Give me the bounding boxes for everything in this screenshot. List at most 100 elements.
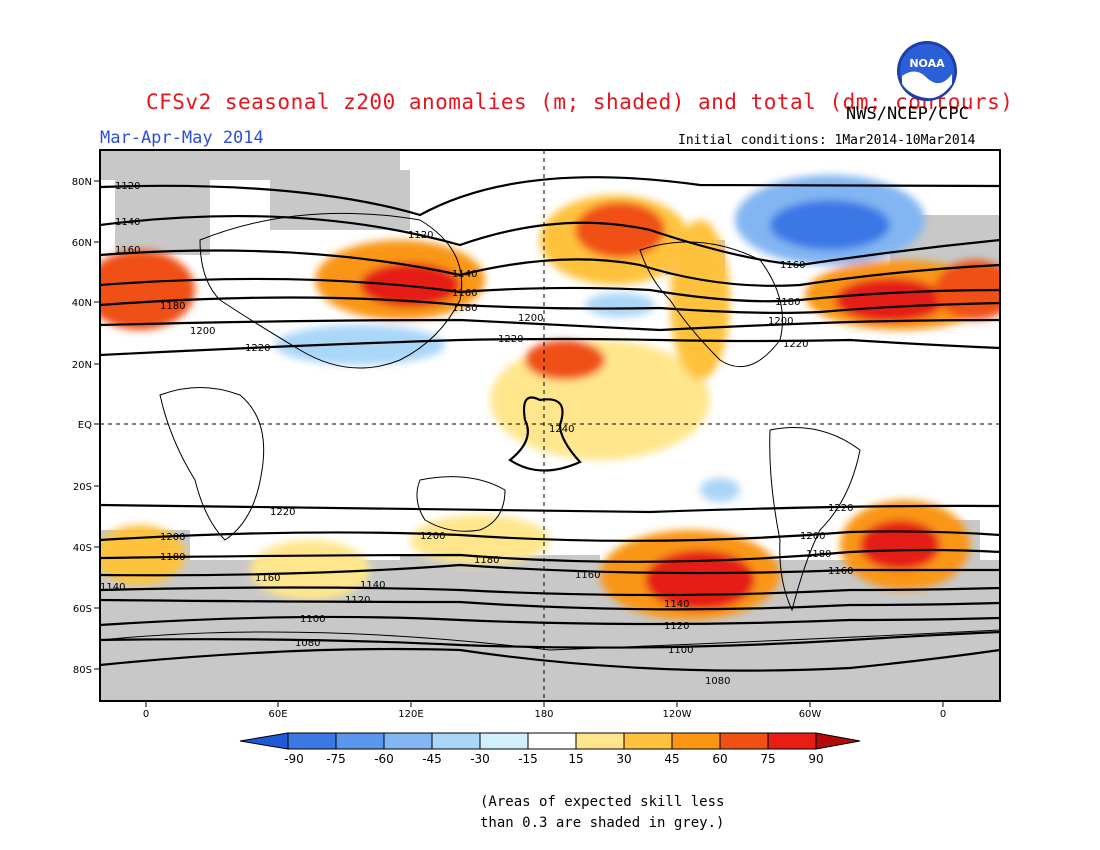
contour-label: 1200: [160, 532, 185, 543]
coastline-south-america: [769, 427, 861, 612]
contour-label: 1220: [498, 334, 523, 345]
contour-label: 1140: [115, 217, 140, 228]
anomaly-shading: [100, 175, 1000, 620]
footnote-line: (Areas of expected skill less: [480, 794, 725, 810]
colorbar-bin: [575, 732, 625, 750]
colorbar-bin: [335, 732, 385, 750]
colorbar: -90 -75 -60 -45 -30 -15 15 30 45 60 75 9…: [239, 732, 861, 766]
contour-label: 1160: [452, 288, 477, 299]
contour-label: 1220: [828, 503, 853, 514]
coastline-eurasia: [199, 212, 463, 369]
contour-label: 1120: [345, 595, 370, 606]
initial-conditions: Initial conditions: 1Mar2014-10Mar2014: [678, 133, 976, 148]
colorbar-bin: [671, 732, 721, 750]
contour-label: 1220: [270, 507, 295, 518]
contour-label: 1200: [190, 326, 215, 337]
lat-label: 80S: [73, 665, 92, 676]
contour-label: 1140: [664, 599, 689, 610]
colorbar-tick: -75: [326, 752, 346, 766]
contour-label: 1160: [780, 260, 805, 271]
footnote-line: than 0.3 are shaded in grey.): [480, 815, 725, 831]
contour-label: 1140: [100, 582, 125, 593]
lat-label: 20S: [73, 482, 92, 493]
longitude-axis: 0 60E 120E 180 120W 60W 0: [143, 701, 946, 720]
contour-label: 1080: [705, 676, 730, 687]
contour-label: 1180: [160, 301, 185, 312]
contour-label: 1200: [518, 313, 543, 324]
lat-label: 60S: [73, 604, 92, 615]
skill-footnote: (Areas of expected skill less than 0.3 a…: [480, 792, 724, 834]
colorbar-bin: [431, 732, 481, 750]
coastline-africa: [159, 387, 265, 541]
colorbar-bin: [623, 732, 673, 750]
colorbar-bin: [383, 732, 433, 750]
contour-label: 1220: [783, 339, 808, 350]
colorbar-tick: -90: [284, 752, 304, 766]
colorbar-tick: 75: [760, 752, 775, 766]
lon-label: 60W: [799, 709, 822, 720]
contour-label: 1160: [115, 245, 140, 256]
contour-label: 1200: [768, 316, 793, 327]
noaa-logo: NOAA: [897, 41, 957, 101]
lat-label: 20N: [72, 360, 92, 371]
lon-label: 120W: [663, 709, 692, 720]
anomaly-cold-south-asia: [275, 325, 445, 365]
contour-label: 1120: [408, 230, 433, 241]
contour-label: 1120: [115, 181, 140, 192]
contour-label: 1100: [300, 614, 325, 625]
contour-label: 1200: [420, 531, 445, 542]
map-title: CFSv2 seasonal z200 anomalies (m; shaded…: [146, 90, 1014, 114]
contour-labels: 1120 1140 1160 1180 1200 1220 1240 1220 …: [100, 181, 853, 687]
anomaly-warm-europe: [100, 250, 195, 330]
lat-label: 80N: [72, 177, 92, 188]
colorbar-tick-labels: -90 -75 -60 -45 -30 -15 15 30 45 60 75 9…: [284, 752, 823, 766]
agency-label: NWS/NCEP/CPC: [846, 104, 969, 124]
contour-label: 1080: [295, 638, 320, 649]
colorbar-tick: 15: [568, 752, 583, 766]
contour-label: 1160: [255, 573, 280, 584]
colorbar-tick: 60: [712, 752, 727, 766]
contour-label: 1180: [775, 297, 800, 308]
coastline-antarctica: [100, 629, 1000, 651]
coastlines: [100, 212, 1000, 651]
lon-label: 60E: [268, 709, 287, 720]
contour-label: 1160: [828, 566, 853, 577]
lat-label: EQ: [78, 420, 92, 431]
contour-label: 1160: [575, 570, 600, 581]
contour-label: 1200: [800, 531, 825, 542]
logo-text: NOAA: [909, 57, 945, 70]
map-plot-area: 1120 1140 1160 1180 1200 1220 1240 1220 …: [100, 150, 1000, 701]
lon-label: 0: [143, 709, 149, 720]
colorbar-max-arrow: [815, 732, 861, 750]
contour-label: 1140: [360, 580, 385, 591]
colorbar-tick: -60: [374, 752, 394, 766]
colorbar-tick: -45: [422, 752, 442, 766]
colorbar-tick: 90: [808, 752, 823, 766]
height-contours: [100, 176, 1000, 672]
colorbar-bin: [767, 732, 817, 750]
contour-label: 1180: [160, 552, 185, 563]
colorbar-tick: -30: [470, 752, 490, 766]
colorbar-tick: 45: [664, 752, 679, 766]
colorbar-bin: [479, 732, 529, 750]
lon-label: 120E: [398, 709, 423, 720]
map-frame: [99, 149, 1001, 702]
forecast-period: Mar-Apr-May 2014: [100, 128, 264, 148]
coastline-north-america: [639, 241, 783, 368]
colorbar-bin: [527, 732, 577, 750]
colorbar-min-arrow: [239, 732, 289, 750]
lat-label: 40S: [73, 543, 92, 554]
contour-label: 1140: [452, 269, 477, 280]
contour-label: 1180: [474, 555, 499, 566]
colorbar-bin: [287, 732, 337, 750]
colorbar-bin: [719, 732, 769, 750]
contour-label: 1180: [806, 549, 831, 560]
colorbar-tick: 30: [616, 752, 631, 766]
contour-label: 1220: [245, 343, 270, 354]
contour-label: 1180: [452, 303, 477, 314]
lon-label: 180: [534, 709, 553, 720]
lat-label: 60N: [72, 238, 92, 249]
colorbar-tick: -15: [518, 752, 538, 766]
latitude-axis: 80N 60N 40N 20N EQ 20S 40S 60S 80S: [72, 177, 100, 676]
